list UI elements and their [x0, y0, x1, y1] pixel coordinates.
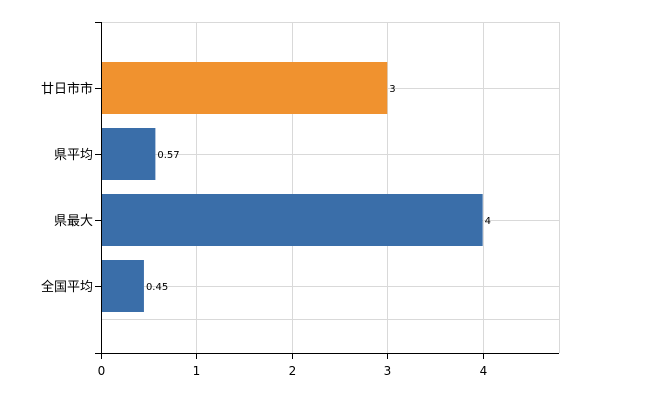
data-label: 3 — [389, 84, 395, 95]
x-tick-label: 0 — [98, 364, 106, 378]
y-tick-label: 全国平均 — [41, 279, 93, 295]
bar — [101, 194, 483, 246]
bars — [101, 62, 483, 312]
bar — [101, 128, 156, 180]
data-label: 0.45 — [146, 282, 168, 293]
data-label: 4 — [485, 216, 491, 227]
x-tick-label: 3 — [384, 364, 392, 378]
data-label: 0.57 — [157, 150, 179, 161]
x-tick-label: 1 — [193, 364, 201, 378]
bar — [101, 260, 144, 312]
x-tick-label: 4 — [480, 364, 488, 378]
data-labels: 3 0.57 4 0.45 — [146, 84, 491, 293]
bar — [101, 62, 388, 114]
y-tick-label: 県平均 — [54, 148, 93, 163]
x-tick-label: 2 — [289, 364, 297, 378]
y-tick-label: 廿日市市 — [41, 81, 93, 97]
y-tick-label: 県最大 — [54, 214, 93, 229]
